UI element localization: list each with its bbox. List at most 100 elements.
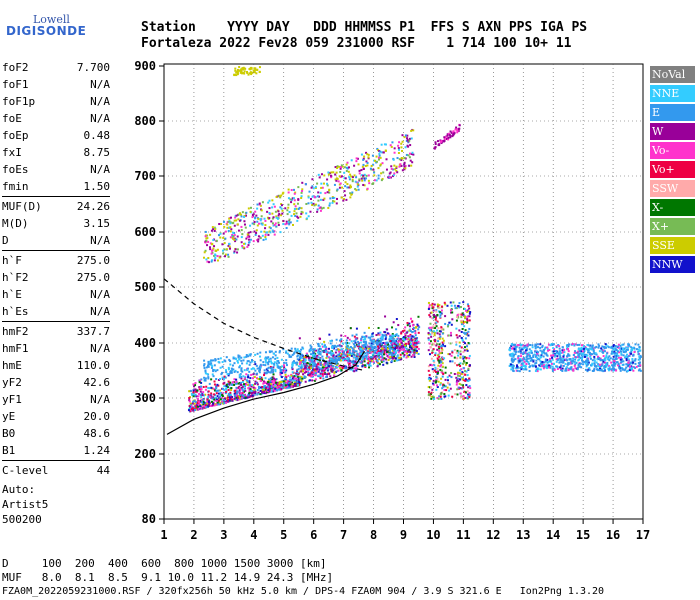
echo-mark <box>278 366 281 369</box>
echo-mark <box>311 363 314 366</box>
echo-mark <box>274 387 277 390</box>
echo-mark <box>221 401 224 404</box>
echo-mark <box>397 334 400 337</box>
echo-mark <box>614 345 617 348</box>
echo-mark <box>263 372 266 375</box>
echo-mark <box>392 352 395 355</box>
echo-mark <box>272 366 275 369</box>
echo-mark <box>226 373 229 376</box>
echo-mark <box>240 368 243 371</box>
echo-mark <box>238 374 241 377</box>
echo-mark <box>397 348 400 351</box>
echo-mark <box>230 389 233 392</box>
echo-mark <box>206 402 209 405</box>
echo-mark <box>595 365 598 368</box>
echo-mark <box>334 365 337 368</box>
echo-mark <box>296 202 299 205</box>
param-label: yE <box>2 410 16 423</box>
echo-mark <box>314 378 317 381</box>
echo-mark <box>402 347 405 350</box>
echo-mark <box>550 354 553 357</box>
echo-mark <box>311 374 314 377</box>
echo-mark <box>329 375 332 378</box>
echo-mark <box>335 177 338 180</box>
echo-mark <box>242 380 245 383</box>
echo-mark <box>270 384 273 387</box>
echo-mark <box>562 355 565 358</box>
echo-mark <box>588 349 591 352</box>
echo-mark <box>376 351 379 354</box>
echo-mark <box>280 365 283 368</box>
echo-mark <box>584 368 587 371</box>
echo-mark <box>601 364 604 367</box>
echo-mark <box>591 363 594 366</box>
echo-mark <box>457 354 460 357</box>
echo-mark <box>309 367 312 370</box>
echo-mark <box>574 363 577 366</box>
param-row: fmin 1.50 <box>2 178 110 195</box>
echo-mark <box>301 369 304 372</box>
echo-mark <box>334 357 337 360</box>
echo-mark <box>316 359 319 362</box>
echo-mark <box>214 399 217 402</box>
echo-mark <box>400 331 403 334</box>
echo-mark <box>449 360 452 363</box>
echo-mark <box>322 182 325 185</box>
echo-mark <box>285 364 288 367</box>
echo-mark <box>252 69 255 72</box>
echo-mark <box>442 372 445 375</box>
echo-mark <box>433 303 436 306</box>
echo-mark <box>329 365 332 368</box>
echo-mark <box>218 398 221 401</box>
echo-mark <box>348 342 351 345</box>
echo-mark <box>311 353 314 356</box>
echo-mark <box>428 374 431 377</box>
echo-mark <box>309 362 312 365</box>
echo-mark <box>431 330 434 333</box>
echo-mark <box>350 159 353 162</box>
echo-mark <box>280 387 283 390</box>
echo-mark <box>558 350 561 353</box>
echo-mark <box>271 366 274 369</box>
echo-mark <box>630 361 633 364</box>
echo-mark <box>400 332 403 335</box>
echo-mark <box>409 325 412 328</box>
echo-mark <box>342 358 345 361</box>
echo-mark <box>466 315 469 318</box>
echo-mark <box>284 381 287 384</box>
echo-mark <box>628 354 631 357</box>
echo-mark <box>607 367 610 370</box>
echo-mark <box>311 375 314 378</box>
echo-mark <box>327 206 330 209</box>
echo-mark <box>296 348 299 351</box>
echo-mark <box>355 157 358 160</box>
echo-mark <box>287 197 290 200</box>
echo-mark <box>578 365 581 368</box>
echo-mark <box>392 174 395 177</box>
echo-mark <box>572 369 575 372</box>
echo-mark <box>602 370 605 373</box>
param-label: h`Es <box>2 305 29 318</box>
echo-mark <box>324 364 327 367</box>
echo-mark <box>414 345 417 348</box>
echo-mark <box>453 132 456 135</box>
echo-mark <box>284 367 287 370</box>
echo-mark <box>341 354 344 357</box>
echo-mark <box>551 365 554 368</box>
echo-mark <box>324 367 327 370</box>
echo-mark <box>442 343 445 346</box>
echo-mark <box>285 351 288 354</box>
echo-mark <box>469 387 472 390</box>
echo-mark <box>458 329 461 332</box>
echo-mark <box>261 223 264 226</box>
echo-mark <box>430 304 433 307</box>
echo-mark <box>255 72 258 75</box>
echo-mark <box>235 214 238 217</box>
echo-mark <box>292 379 295 382</box>
echo-mark <box>462 357 465 360</box>
x-tick-label: 14 <box>546 528 560 542</box>
echo-mark <box>213 380 216 383</box>
echo-mark <box>460 346 463 349</box>
echo-mark <box>570 360 573 363</box>
echo-mark <box>429 322 432 325</box>
